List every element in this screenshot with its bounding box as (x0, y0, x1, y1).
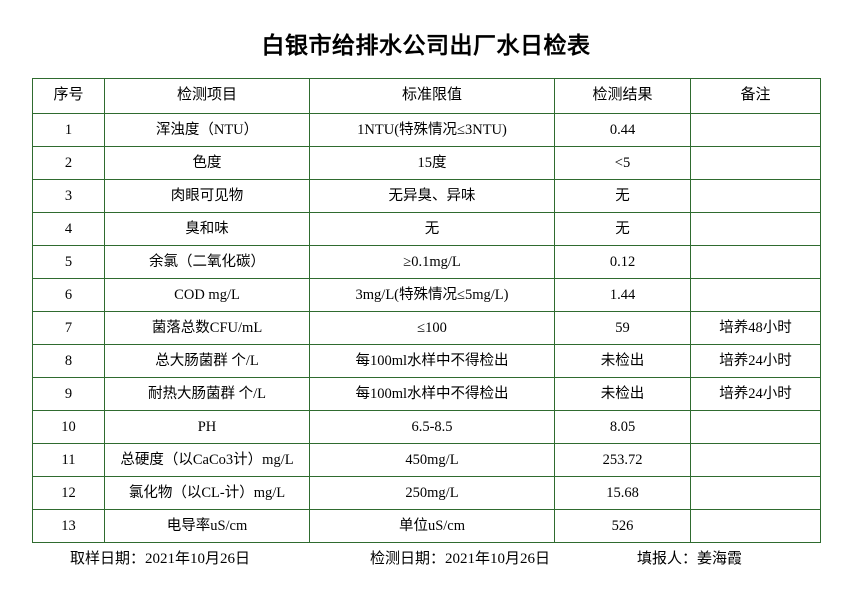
table-row: 6 COD mg/L 3mg/L(特殊情况≤5mg/L) 1.44 (32, 278, 821, 312)
cell-result: <5 (554, 146, 691, 180)
cell-result: 59 (554, 311, 691, 345)
cell-result: 8.05 (554, 410, 691, 444)
cell-no: 9 (32, 377, 105, 411)
cell-limit: 无异臭、异味 (309, 179, 555, 213)
cell-result: 未检出 (554, 377, 691, 411)
cell-no: 11 (32, 443, 105, 477)
cell-limit: 每100ml水样中不得检出 (309, 344, 555, 378)
cell-item: 耐热大肠菌群 个/L (104, 377, 310, 411)
cell-result: 未检出 (554, 344, 691, 378)
cell-limit: 单位uS/cm (309, 509, 555, 543)
cell-result: 253.72 (554, 443, 691, 477)
cell-limit: 无 (309, 212, 555, 246)
cell-item: PH (104, 410, 310, 444)
cell-no: 12 (32, 476, 105, 510)
cell-result: 0.44 (554, 113, 691, 147)
table-row: 4 臭和味 无 无 (32, 212, 821, 246)
cell-remark: 培养24小时 (690, 344, 821, 378)
column-header-limit: 标准限值 (309, 78, 555, 114)
table-row: 8 总大肠菌群 个/L 每100ml水样中不得检出 未检出 培养24小时 (32, 344, 821, 378)
cell-item: 菌落总数CFU/mL (104, 311, 310, 345)
sample-date: 取样日期：2021年10月26日 (70, 551, 251, 567)
cell-item: 臭和味 (104, 212, 310, 246)
cell-remark (690, 443, 821, 477)
cell-limit: ≤100 (309, 311, 555, 345)
cell-item: 总大肠菌群 个/L (104, 344, 310, 378)
cell-item: 电导率uS/cm (104, 509, 310, 543)
cell-remark: 培养24小时 (690, 377, 821, 411)
cell-remark (690, 245, 821, 279)
cell-remark (690, 278, 821, 312)
cell-item: 总硬度（以CaCo3计）mg/L (104, 443, 310, 477)
table-row: 12 氯化物（以CL-计）mg/L 250mg/L 15.68 (32, 476, 821, 510)
cell-remark (690, 509, 821, 543)
cell-item: 浑浊度（NTU） (104, 113, 310, 147)
cell-result: 无 (554, 179, 691, 213)
cell-remark (690, 179, 821, 213)
cell-no: 3 (32, 179, 105, 213)
filler-name: 填报人：姜海霞 (637, 551, 743, 567)
cell-no: 6 (32, 278, 105, 312)
cell-remark (690, 113, 821, 147)
table-row: 7 菌落总数CFU/mL ≤100 59 培养48小时 (32, 311, 821, 345)
cell-result: 0.12 (554, 245, 691, 279)
water-quality-table: 序号 检测项目 标准限值 检测结果 备注 1 浑浊度（NTU） 1NTU(特殊情… (32, 78, 821, 543)
table-row: 3 肉眼可见物 无异臭、异味 无 (32, 179, 821, 213)
cell-limit: 每100ml水样中不得检出 (309, 377, 555, 411)
table-header-row: 序号 检测项目 标准限值 检测结果 备注 (32, 78, 821, 114)
table-row: 13 电导率uS/cm 单位uS/cm 526 (32, 509, 821, 543)
table-row: 2 色度 15度 <5 (32, 146, 821, 180)
cell-result: 526 (554, 509, 691, 543)
page-title: 白银市给排水公司出厂水日检表 (261, 33, 591, 58)
cell-no: 5 (32, 245, 105, 279)
table-row: 5 余氯（二氧化碳） ≥0.1mg/L 0.12 (32, 245, 821, 279)
cell-no: 2 (32, 146, 105, 180)
table-row: 11 总硬度（以CaCo3计）mg/L 450mg/L 253.72 (32, 443, 821, 477)
cell-limit: ≥0.1mg/L (309, 245, 555, 279)
footer: 取样日期：2021年10月26日 检测日期：2021年10月26日 填报人：姜海… (32, 543, 820, 573)
cell-result: 无 (554, 212, 691, 246)
cell-remark (690, 212, 821, 246)
cell-no: 1 (32, 113, 105, 147)
cell-limit: 6.5-8.5 (309, 410, 555, 444)
cell-item: 色度 (104, 146, 310, 180)
cell-limit: 250mg/L (309, 476, 555, 510)
column-header-no: 序号 (32, 78, 105, 114)
column-header-result: 检测结果 (554, 78, 691, 114)
cell-no: 4 (32, 212, 105, 246)
cell-item: 肉眼可见物 (104, 179, 310, 213)
column-header-item: 检测项目 (104, 78, 310, 114)
cell-limit: 15度 (309, 146, 555, 180)
cell-remark (690, 410, 821, 444)
cell-remark (690, 146, 821, 180)
cell-item: 余氯（二氧化碳） (104, 245, 310, 279)
cell-result: 1.44 (554, 278, 691, 312)
cell-item: 氯化物（以CL-计）mg/L (104, 476, 310, 510)
cell-item: COD mg/L (104, 278, 310, 312)
cell-remark: 培养48小时 (690, 311, 821, 345)
table-row: 1 浑浊度（NTU） 1NTU(特殊情况≤3NTU) 0.44 (32, 113, 821, 147)
cell-limit: 450mg/L (309, 443, 555, 477)
cell-limit: 1NTU(特殊情况≤3NTU) (309, 113, 555, 147)
cell-result: 15.68 (554, 476, 691, 510)
cell-no: 10 (32, 410, 105, 444)
table-row: 10 PH 6.5-8.5 8.05 (32, 410, 821, 444)
column-header-remark: 备注 (690, 78, 821, 114)
cell-limit: 3mg/L(特殊情况≤5mg/L) (309, 278, 555, 312)
table-row: 9 耐热大肠菌群 个/L 每100ml水样中不得检出 未检出 培养24小时 (32, 377, 821, 411)
cell-no: 7 (32, 311, 105, 345)
cell-no: 8 (32, 344, 105, 378)
cell-remark (690, 476, 821, 510)
cell-no: 13 (32, 509, 105, 543)
test-date: 检测日期：2021年10月26日 (370, 551, 551, 567)
